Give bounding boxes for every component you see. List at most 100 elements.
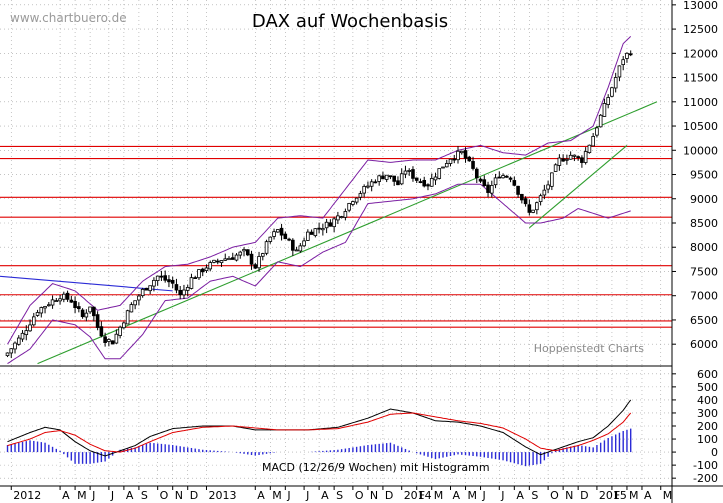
- time-tick-label: F: [419, 489, 425, 502]
- candle-up: [583, 151, 588, 163]
- candle-up: [366, 185, 370, 188]
- time-tick-label: N: [370, 489, 378, 502]
- candle-up: [47, 304, 51, 307]
- price-tick-label: 10500: [683, 120, 718, 133]
- candle-down: [414, 177, 419, 181]
- candle-up: [152, 279, 156, 287]
- candle-up: [557, 157, 562, 166]
- macd-grid: [0, 366, 672, 486]
- macd-tick-label: 0: [711, 446, 718, 459]
- candle-down: [373, 181, 378, 184]
- time-tick-label: D: [190, 489, 198, 502]
- candle-up: [595, 127, 599, 136]
- candle-up: [9, 348, 14, 354]
- signal-line: [7, 412, 632, 453]
- candle-down: [178, 289, 183, 296]
- candle-up: [238, 251, 243, 256]
- time-tick-label: J: [286, 489, 290, 502]
- candle-up: [617, 65, 622, 78]
- candle-up: [212, 259, 216, 263]
- candle-down: [328, 222, 333, 227]
- price-axis: 6000 6500 7000 7500 8000 8500 9000 9500 10000 105…: [672, 0, 718, 351]
- candle-down: [411, 169, 415, 179]
- candle-down: [474, 168, 479, 179]
- candle-up: [54, 300, 59, 303]
- candle-down: [69, 299, 74, 303]
- candle-down: [287, 238, 291, 241]
- candle-up: [362, 186, 366, 194]
- macd-tick-label: 500: [697, 381, 718, 394]
- candle-down: [170, 279, 175, 284]
- time-tick-label: M: [468, 489, 478, 502]
- candle-up: [155, 275, 160, 281]
- candle-up: [313, 228, 318, 237]
- candle-up: [137, 295, 141, 301]
- time-tick-label: M: [77, 489, 87, 502]
- price-tick-label: 7500: [690, 265, 718, 278]
- time-tick-label: F: [614, 489, 620, 502]
- time-tick-label: A: [516, 489, 524, 502]
- candle-up: [129, 304, 134, 313]
- candle-up: [5, 352, 10, 357]
- price-tick-label: 8500: [690, 217, 718, 230]
- candle-up: [257, 256, 261, 269]
- candle-up: [358, 193, 363, 198]
- candle-up: [20, 332, 25, 340]
- time-tick-label: A: [62, 489, 70, 502]
- candle-down: [163, 275, 167, 281]
- price-tick-label: 11500: [683, 72, 718, 85]
- candle-up: [568, 154, 573, 160]
- bollinger-upper: [7, 36, 632, 345]
- candle-down: [561, 158, 565, 162]
- candle-up: [13, 342, 17, 350]
- candle-up: [343, 211, 348, 218]
- candle-up: [197, 269, 201, 279]
- price-tick-label: 9500: [690, 169, 718, 182]
- candle-up: [565, 158, 569, 161]
- time-tick-label: S: [336, 489, 343, 502]
- macd-tick-label: 400: [697, 394, 718, 407]
- candle-down: [520, 193, 524, 201]
- candle-up: [189, 277, 194, 289]
- time-tick-label: A: [126, 489, 134, 502]
- chart-title: DAX auf Wochenbasis: [252, 11, 448, 32]
- macd-panel: MACD (12/26/9 Wochen) mit Histogramm -20…: [0, 366, 718, 486]
- candle-up: [140, 288, 145, 297]
- price-panel: www.chartbuero.de DAX auf Wochenbasis Ho…: [0, 0, 718, 366]
- candle-up: [276, 229, 280, 233]
- candle-up: [234, 254, 239, 261]
- candle-down: [628, 53, 633, 56]
- candle-down: [508, 177, 513, 180]
- price-tick-label: 11000: [683, 96, 718, 109]
- candle-down: [110, 340, 115, 345]
- candle-up: [185, 287, 190, 291]
- candle-up: [347, 203, 351, 211]
- candle-down: [478, 178, 483, 182]
- candle-up: [407, 170, 412, 172]
- candle-up: [204, 267, 209, 272]
- time-tick-label: D: [580, 489, 588, 502]
- price-tick-label: 10000: [683, 144, 718, 157]
- candle-down: [486, 184, 490, 193]
- time-tick-label: J: [482, 489, 486, 502]
- time-tick-label: A: [321, 489, 329, 502]
- candle-down: [471, 161, 475, 169]
- candle-down: [193, 277, 198, 279]
- candle-up: [62, 293, 66, 300]
- candle-up: [227, 257, 231, 261]
- time-tick-label: A: [644, 489, 652, 502]
- candle-up: [444, 163, 449, 168]
- macd-tick-label: 200: [697, 420, 718, 433]
- candle-up: [321, 228, 325, 231]
- macd-tick-label: 300: [697, 407, 718, 420]
- candle-down: [422, 180, 427, 187]
- candle-up: [621, 59, 625, 66]
- candle-down: [174, 284, 179, 291]
- candle-up: [354, 197, 359, 203]
- candle-down: [230, 257, 235, 260]
- candle-down: [167, 279, 171, 283]
- time-tick-label: S: [531, 489, 538, 502]
- watermark: www.chartbuero.de: [10, 11, 127, 25]
- price-plot-area: [0, 0, 672, 366]
- candle-up: [535, 202, 539, 211]
